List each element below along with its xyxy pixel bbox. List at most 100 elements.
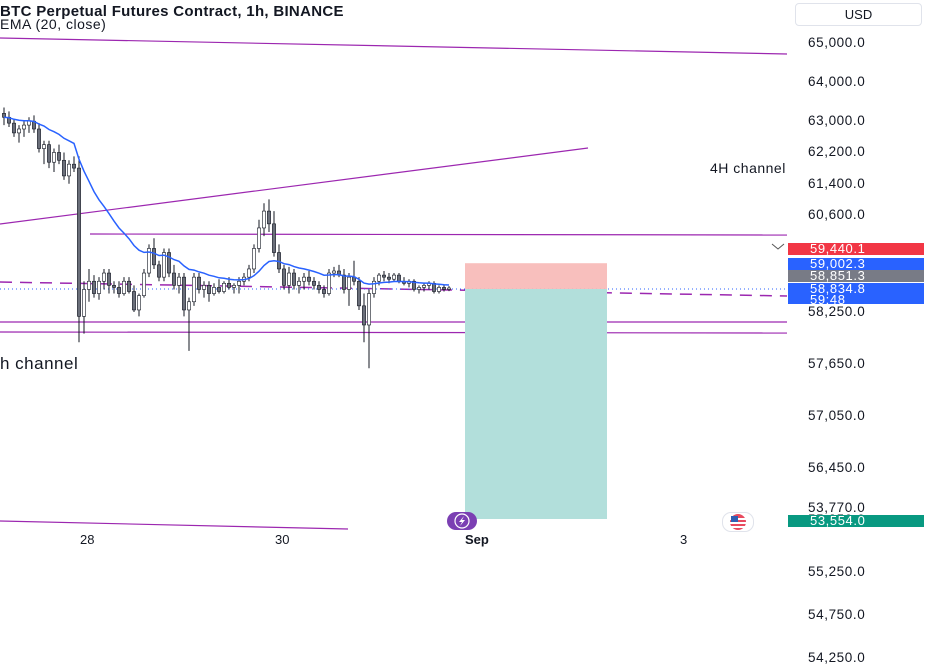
candle-body [132, 291, 136, 311]
currency-selector[interactable]: USD [795, 3, 922, 26]
price-tag: 59,002.3 [788, 256, 924, 271]
candle-body [152, 248, 156, 266]
candle-body [287, 272, 291, 286]
candle-body [27, 120, 31, 126]
indicator-label[interactable]: EMA (20, close) [0, 16, 107, 32]
drawings-layer [0, 37, 788, 530]
candle-body [112, 285, 116, 288]
candle-body [357, 280, 361, 307]
candle-body [342, 274, 346, 290]
y-tick-label: 65,000.0 [808, 35, 866, 50]
candle-body [347, 276, 351, 290]
channel-4h-annotation[interactable]: 4H channel [710, 160, 786, 176]
price-tag: 58,834.8 59:48 [788, 281, 924, 307]
y-tick-label: 63,000.0 [808, 113, 866, 129]
candle-body [252, 248, 256, 270]
candle-body [312, 280, 316, 286]
candle-body [377, 274, 381, 282]
price-tag: 53,554.0 [788, 513, 924, 528]
candle-body [57, 152, 61, 161]
candle-body [307, 276, 311, 282]
candle-body [187, 301, 191, 311]
y-tick-label: 60,600.0 [808, 207, 866, 222]
candle-body [382, 274, 386, 278]
dashed-trendline [0, 281, 788, 297]
candle-body [12, 122, 16, 134]
candle-body [422, 285, 426, 288]
candle-body [102, 272, 106, 282]
candle-body [297, 280, 301, 286]
candle-body [222, 282, 226, 292]
candle-body [117, 287, 121, 294]
candle-body [197, 276, 201, 290]
channel-upper-line [0, 37, 788, 55]
candle-body [162, 252, 166, 278]
range-top-line [89, 233, 788, 236]
candle-body [257, 227, 261, 249]
channel-annotation[interactable]: h channel [0, 354, 79, 373]
candle-body [37, 128, 41, 149]
candle-body [217, 287, 221, 292]
stop-loss-zone [465, 263, 607, 289]
channel-mid-line [0, 147, 589, 225]
candle-body [367, 293, 371, 326]
candle-body [177, 276, 181, 286]
candle-body [317, 285, 321, 290]
candle-body [17, 128, 21, 134]
candle-body [237, 280, 241, 286]
candle-body [207, 285, 211, 294]
price-tag-value: 59,002.3 [810, 256, 866, 271]
candle-body [412, 280, 416, 290]
candles-layer [2, 107, 451, 369]
candle-body [272, 223, 276, 253]
price-tag: 59,440.1 [788, 242, 924, 255]
candle-body [392, 274, 396, 280]
symbol-title: BTC Perpetual Futures Contract, 1h, BINA… [0, 3, 344, 20]
candle-body [77, 167, 81, 317]
candle-body [127, 280, 131, 292]
candle-body [302, 276, 306, 282]
candle-body [82, 289, 86, 317]
candle-body [327, 272, 331, 294]
price-tag-value: 58,851.3 [810, 268, 866, 283]
y-tick-label: 58,250.0 [808, 304, 866, 319]
candle-body [137, 295, 141, 311]
candle-body [262, 210, 266, 229]
candle-body [202, 285, 206, 290]
candle-body [417, 287, 421, 290]
candle-body [172, 272, 176, 286]
y-tick-label: 61,400.0 [808, 175, 866, 191]
candle-body [22, 124, 26, 130]
x-tick-label: 3 [680, 532, 688, 547]
candle-body [42, 144, 46, 149]
y-tick-label: 54,250.0 [808, 650, 866, 665]
candle-body [322, 289, 326, 294]
lightning-icon[interactable] [447, 512, 477, 530]
candle-body [157, 264, 161, 278]
countdown-timer: 59:48 [810, 292, 846, 307]
candle-body [87, 280, 91, 290]
flag-icon[interactable] [722, 512, 754, 532]
candle-body [227, 282, 231, 288]
candle-body [107, 272, 111, 286]
candle-body [282, 268, 286, 286]
candle-body [247, 268, 251, 278]
price-chart[interactable] [0, 0, 932, 550]
candle-body [97, 280, 101, 294]
short-position-tool [465, 263, 607, 519]
price-tag-value: 58,834.8 [810, 281, 866, 296]
candle-body [447, 287, 451, 290]
candle-body [52, 152, 56, 163]
candle-body [92, 280, 96, 294]
candle-body [72, 163, 76, 169]
y-tick-label: 57,050.0 [808, 407, 866, 423]
candle-body [2, 113, 6, 118]
support-line [0, 331, 788, 334]
candle-body [362, 305, 366, 326]
candle-body [62, 159, 66, 177]
candle-body [397, 274, 401, 282]
y-tick-label: 53,770.0 [808, 500, 866, 515]
price-tag-value: 53,554.0 [810, 513, 866, 528]
candle-body [437, 287, 441, 292]
candle-body [372, 280, 376, 294]
